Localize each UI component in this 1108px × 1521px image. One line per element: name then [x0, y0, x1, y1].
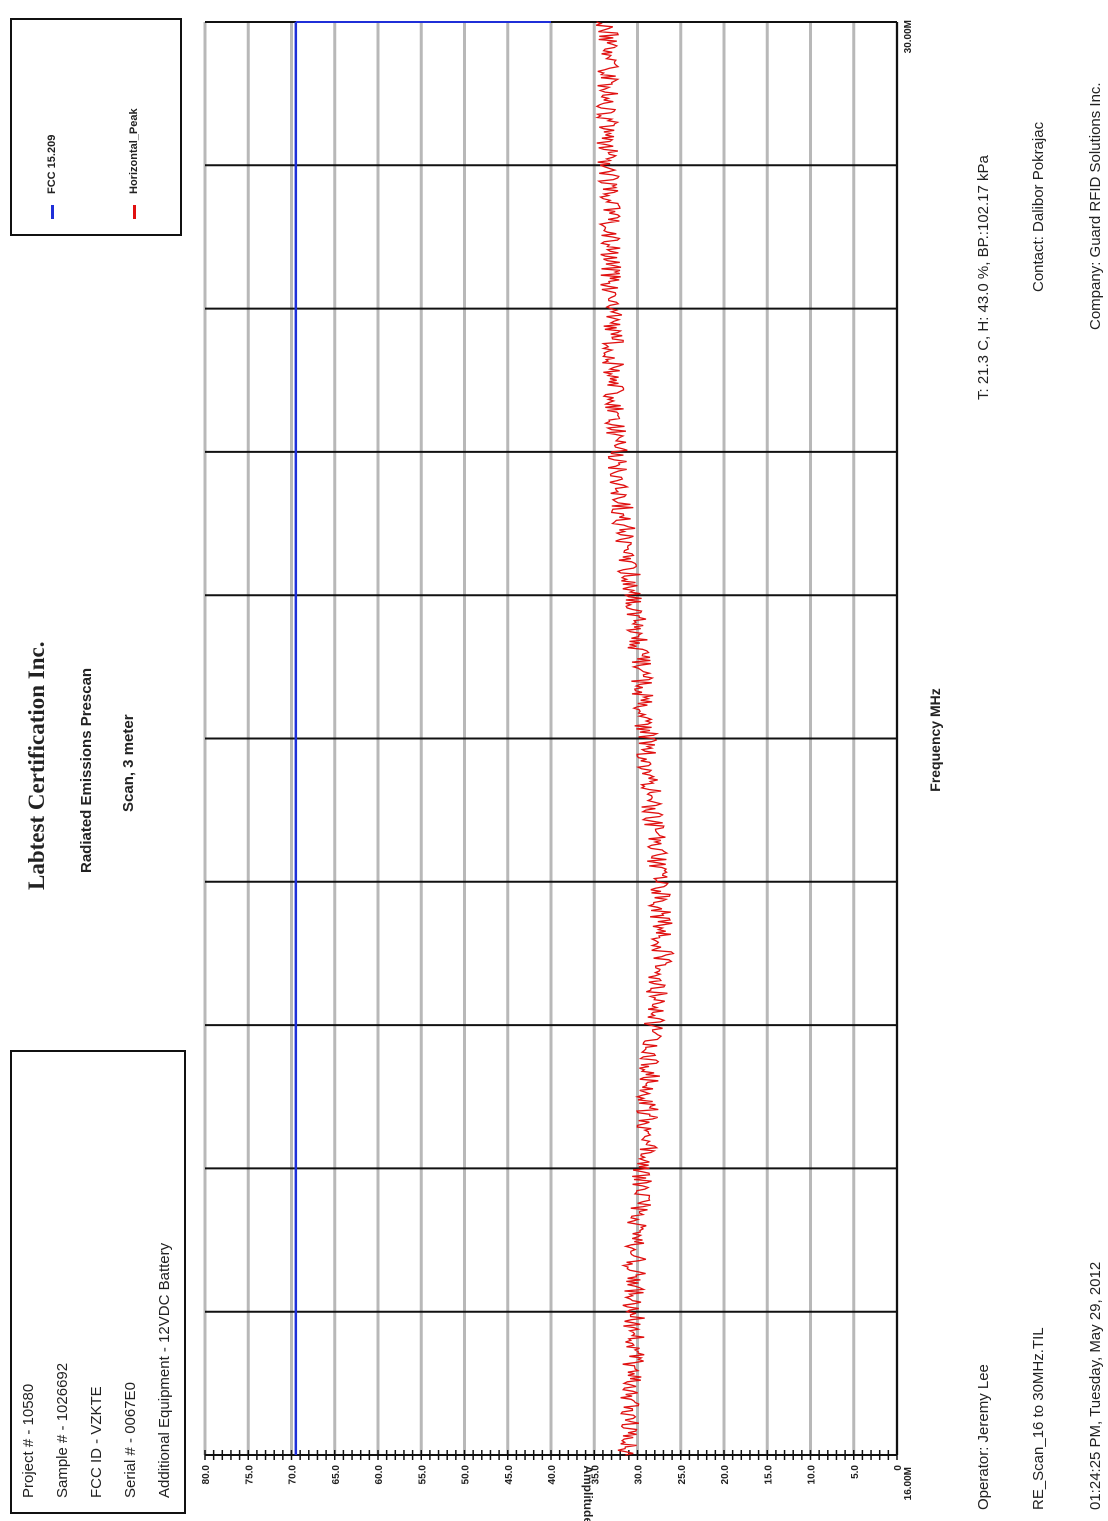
operator: Operator: Jeremy Lee: [975, 1364, 992, 1510]
environment-conditions: T: 21.3 C, H: 43.0 %, BP.:102.17 kPa: [975, 155, 992, 400]
frequency-tick-label: 16.00M: [903, 1467, 914, 1500]
amplitude-tick-label: 5.0: [850, 1465, 861, 1479]
frequency-tick-label: 30.00M: [903, 20, 914, 53]
trace-horizontal-peak: [595, 21, 675, 1456]
amplitude-tick-label: 60.0: [374, 1465, 385, 1485]
legend-swatch-horizontal: [133, 205, 136, 219]
legend-swatch-fcc: [51, 205, 54, 219]
amplitude-tick-label: 70.0: [288, 1465, 299, 1485]
amplitude-tick-label: 15.0: [763, 1465, 774, 1485]
legend-box: [10, 18, 182, 236]
data-file: RE_Scan_16 to 30MHz.TIL: [1030, 1327, 1047, 1510]
amplitude-tick-label: 10.0: [807, 1465, 818, 1485]
amplitude-axis-label: Amplitude dBuV: [581, 1465, 595, 1521]
amplitude-tick-label: 0: [893, 1465, 904, 1471]
amplitude-tick-label: 75.0: [244, 1465, 255, 1485]
amplitude-tick-label: 45.0: [504, 1465, 515, 1485]
amplitude-tick-label: 40.0: [547, 1465, 558, 1485]
amplitude-tick-label: 35.0: [590, 1465, 601, 1485]
amplitude-tick-label: 20.0: [720, 1465, 731, 1485]
amplitude-tick-label: 25.0: [677, 1465, 688, 1485]
amplitude-tick-label: 80.0: [201, 1465, 212, 1485]
project-info-box: [10, 1050, 186, 1514]
amplitude-tick-label: 65.0: [331, 1465, 342, 1485]
contact: Contact: Dalibor Pokrajac: [1030, 121, 1047, 292]
company: Company: Guard RFID Solutions Inc.: [1087, 82, 1104, 330]
amplitude-tick-label: 30.0: [634, 1465, 645, 1485]
amplitude-tick-label: 55.0: [417, 1465, 428, 1485]
timestamp: 01:24:25 PM, Tuesday, May 29, 2012: [1087, 1261, 1104, 1510]
amplitude-tick-label: 50.0: [461, 1465, 472, 1485]
frequency-axis-label: Frequency MHz: [927, 688, 943, 791]
